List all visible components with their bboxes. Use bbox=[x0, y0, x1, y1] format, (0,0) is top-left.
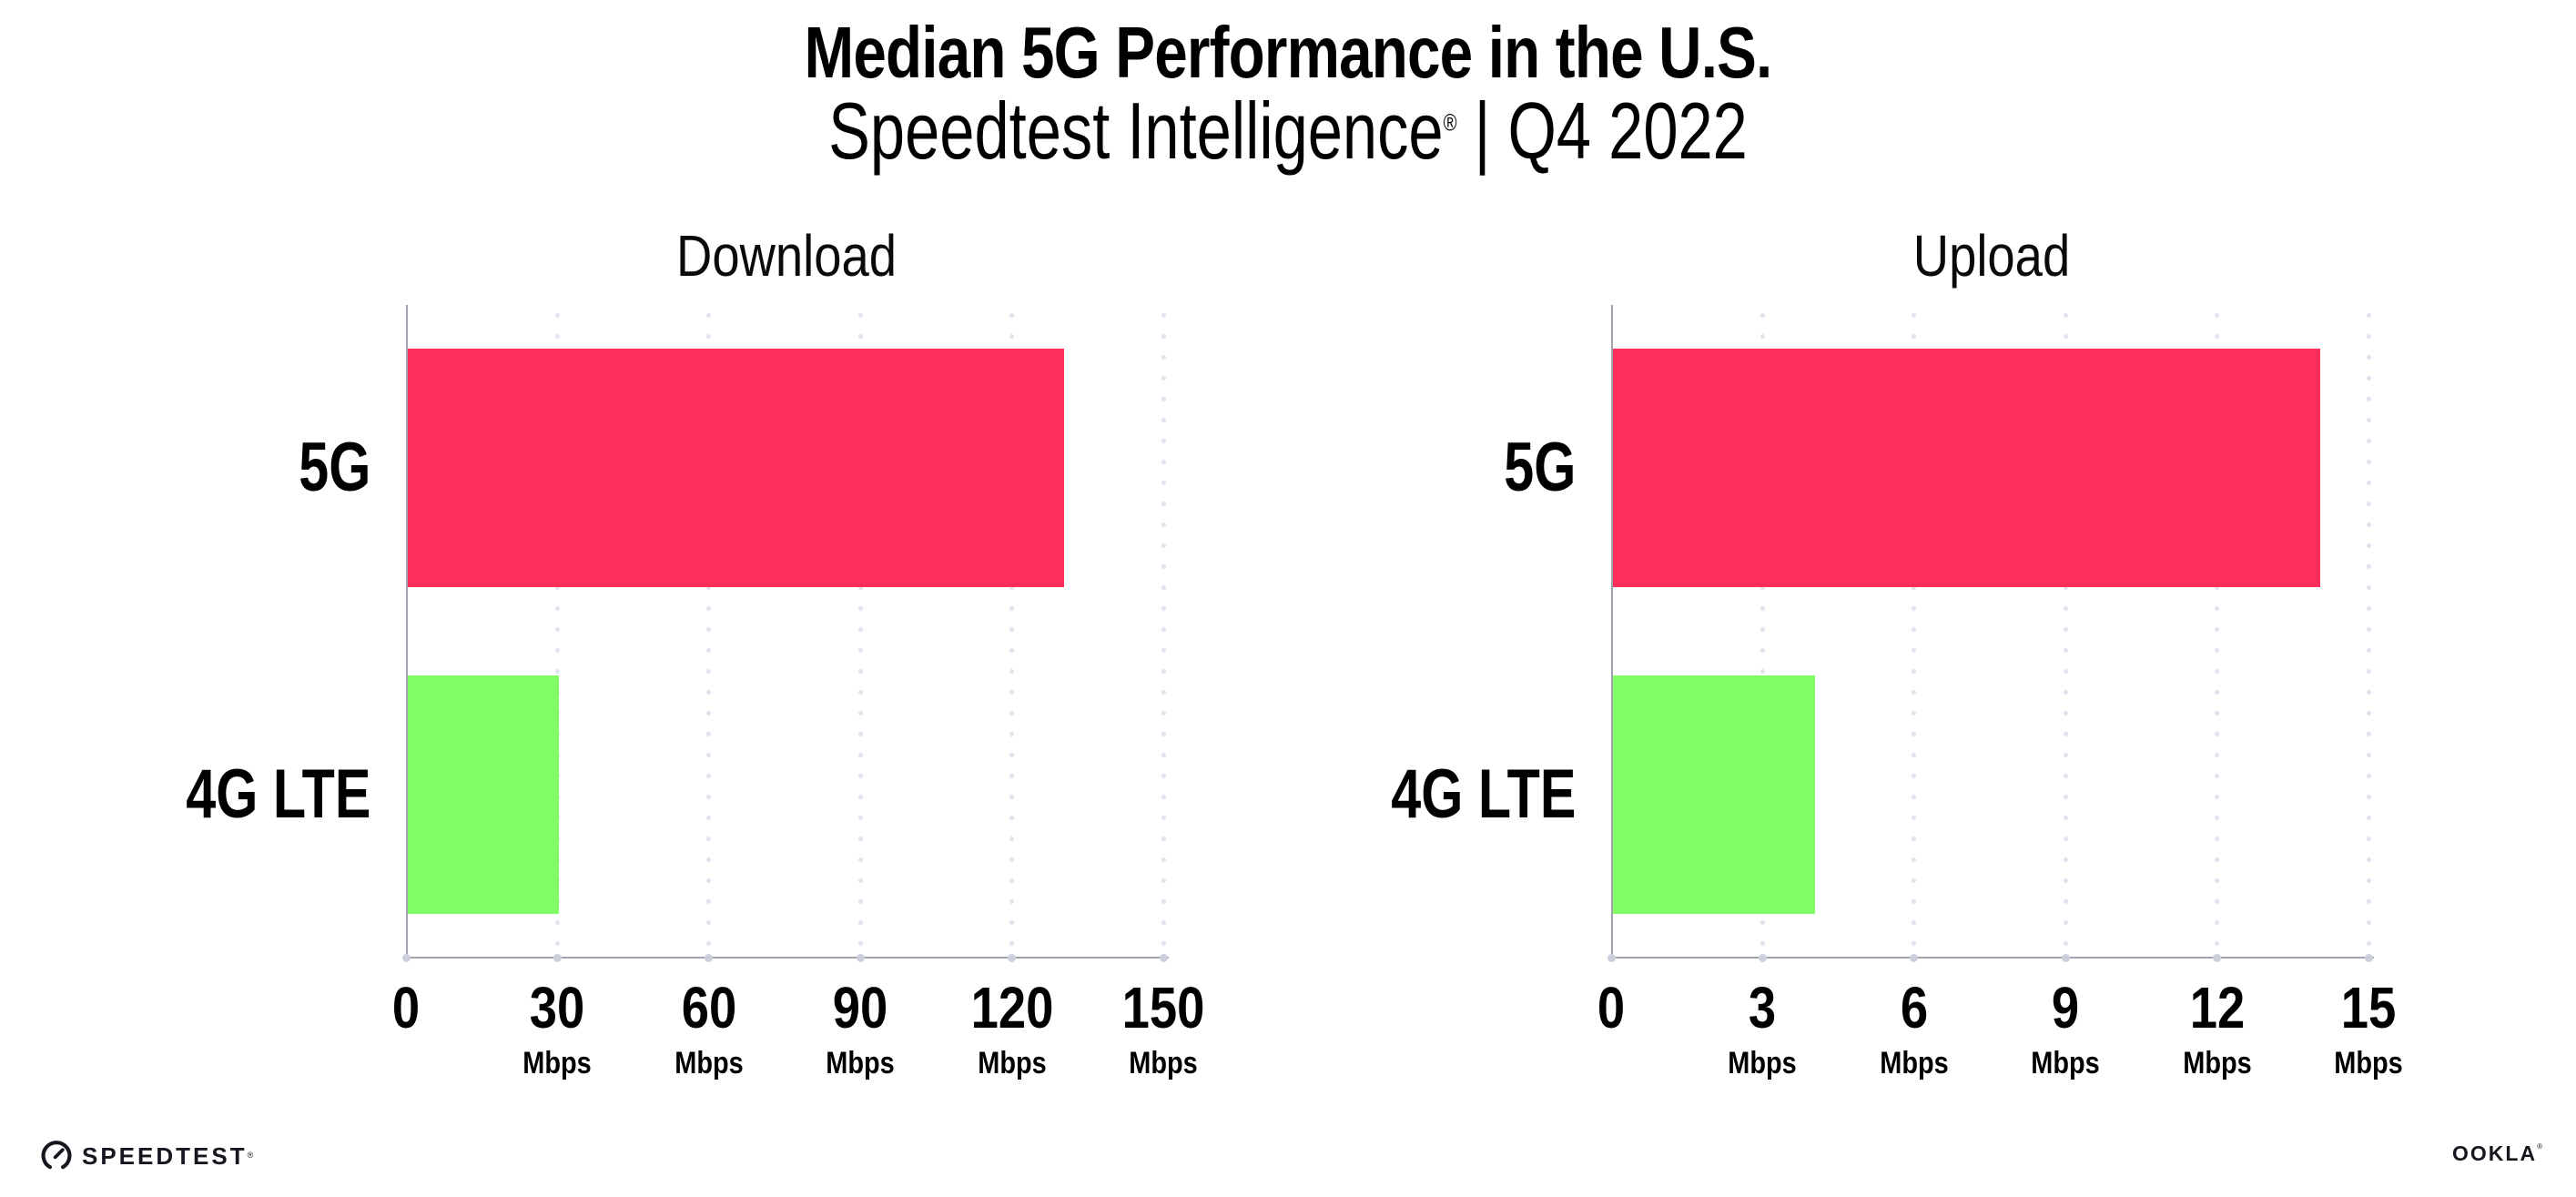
x-tick-value: 0 bbox=[391, 975, 421, 1040]
bar-4g-lte bbox=[1613, 675, 1815, 914]
x-tick-label-12: 12 Mbps bbox=[2135, 979, 2299, 1079]
x-tick-value: 9 bbox=[2052, 975, 2080, 1040]
category-label-5g: 5G bbox=[1503, 429, 1576, 506]
axis-tick-dot-60 bbox=[705, 953, 714, 962]
category-label-4g-lte: 4G LTE bbox=[185, 756, 370, 833]
axis-tick-dot-3 bbox=[1758, 953, 1767, 962]
plot-area-download bbox=[406, 305, 1169, 959]
axis-tick-dot-0 bbox=[1607, 953, 1616, 962]
subtitle-brand: Speedtest Intelligence bbox=[828, 86, 1444, 176]
x-tick-label-9: 9 Mbps bbox=[1983, 979, 2147, 1079]
gridline-60 bbox=[706, 305, 712, 957]
download-chart: Download 0 30 Mbps 60 Mbps 90 Mbps 120 Mbps 150 Mb… bbox=[186, 227, 1204, 1079]
gridline-12 bbox=[2215, 305, 2220, 957]
x-tick-value: 12 bbox=[2189, 975, 2245, 1040]
x-tick-value: 3 bbox=[1749, 975, 1777, 1040]
x-tick-unit: Mbps bbox=[2031, 1046, 2100, 1080]
speedtest-wordmark: SPEEDTEST bbox=[82, 1142, 248, 1170]
x-tick-unit: Mbps bbox=[674, 1046, 744, 1080]
x-tick-label-6: 6 Mbps bbox=[1832, 979, 1996, 1079]
x-tick-unit: Mbps bbox=[826, 1046, 895, 1080]
x-tick-label-0: 0 bbox=[1529, 979, 1693, 1037]
registered-mark: ® bbox=[1443, 108, 1457, 137]
x-tick-value: 30 bbox=[530, 975, 585, 1040]
axis-tick-dot-30 bbox=[553, 953, 562, 962]
gridline-120 bbox=[1009, 305, 1015, 957]
x-tick-label-3: 3 Mbps bbox=[1680, 979, 1844, 1079]
speedtest-gauge-icon bbox=[41, 1141, 72, 1170]
bar-5g bbox=[1613, 349, 2320, 587]
x-tick-label-90: 90 Mbps bbox=[778, 979, 942, 1079]
axis-tick-dot-0 bbox=[401, 953, 411, 962]
gridline-90 bbox=[857, 305, 863, 957]
axis-tick-dot-150 bbox=[1159, 953, 1168, 962]
axis-tick-dot-12 bbox=[2213, 953, 2222, 962]
x-tick-label-30: 30 Mbps bbox=[475, 979, 639, 1079]
category-label-5g: 5G bbox=[298, 429, 370, 506]
chart-title-upload: Upload bbox=[1912, 223, 2071, 289]
x-tick-unit: Mbps bbox=[977, 1046, 1047, 1080]
x-tick-value: 15 bbox=[2340, 975, 2397, 1040]
x-tick-unit: Mbps bbox=[1728, 1046, 1798, 1080]
x-tick-value: 60 bbox=[681, 975, 737, 1040]
x-tick-label-150: 150 Mbps bbox=[1081, 979, 1245, 1079]
plot-area-upload bbox=[1611, 305, 2374, 959]
speedtest-logo: SPEEDTEST ® bbox=[40, 1140, 253, 1172]
bar-4g-lte bbox=[408, 675, 560, 914]
gridline-30 bbox=[554, 305, 560, 957]
ookla-logo: OOKLA® bbox=[2452, 1143, 2542, 1165]
x-tick-value: 120 bbox=[970, 975, 1053, 1040]
ookla-registered-mark: ® bbox=[2537, 1142, 2542, 1151]
gridline-150 bbox=[1161, 305, 1166, 957]
x-tick-unit: Mbps bbox=[1880, 1046, 1949, 1080]
x-tick-label-60: 60 Mbps bbox=[627, 979, 791, 1079]
gridline-6 bbox=[1912, 305, 1917, 957]
category-label-4g-lte: 4G LTE bbox=[1390, 756, 1576, 833]
axis-tick-dot-6 bbox=[1910, 953, 1919, 962]
x-tick-value: 150 bbox=[1121, 975, 1205, 1040]
axis-tick-dot-9 bbox=[2061, 953, 2070, 962]
x-tick-label-120: 120 Mbps bbox=[930, 979, 1094, 1079]
x-tick-label-15: 15 Mbps bbox=[2287, 979, 2450, 1079]
axis-tick-dot-90 bbox=[856, 953, 865, 962]
x-tick-value: 6 bbox=[1900, 975, 1928, 1040]
x-tick-unit: Mbps bbox=[522, 1046, 593, 1080]
x-tick-unit: Mbps bbox=[2334, 1046, 2403, 1080]
ookla-wordmark: OOKLA bbox=[2452, 1141, 2538, 1165]
x-tick-value: 0 bbox=[1597, 975, 1626, 1040]
axis-tick-dot-120 bbox=[1008, 953, 1017, 962]
x-tick-label-0: 0 bbox=[324, 979, 488, 1037]
x-tick-value: 90 bbox=[832, 975, 888, 1040]
page-subtitle: Speedtest Intelligence® | Q4 2022 bbox=[283, 91, 2292, 171]
upload-chart: Upload 0 3 Mbps 6 Mbps 9 Mbps 12 Mbps 15 Mbps 5G 4G … bbox=[1391, 227, 2403, 1079]
axis-tick-dot-15 bbox=[2364, 953, 2373, 962]
x-tick-unit: Mbps bbox=[1129, 1046, 1198, 1080]
gridline-3 bbox=[1760, 305, 1765, 957]
bar-5g bbox=[408, 349, 1065, 587]
page-title: Median 5G Performance in the U.S. bbox=[804, 12, 1773, 93]
subtitle-period: | Q4 2022 bbox=[1456, 86, 1748, 176]
chart-title-download: Download bbox=[676, 223, 897, 289]
gridline-15 bbox=[2366, 305, 2371, 957]
speedtest-registered-mark: ® bbox=[247, 1150, 254, 1160]
gridline-9 bbox=[2063, 305, 2068, 957]
x-tick-unit: Mbps bbox=[2182, 1046, 2252, 1080]
